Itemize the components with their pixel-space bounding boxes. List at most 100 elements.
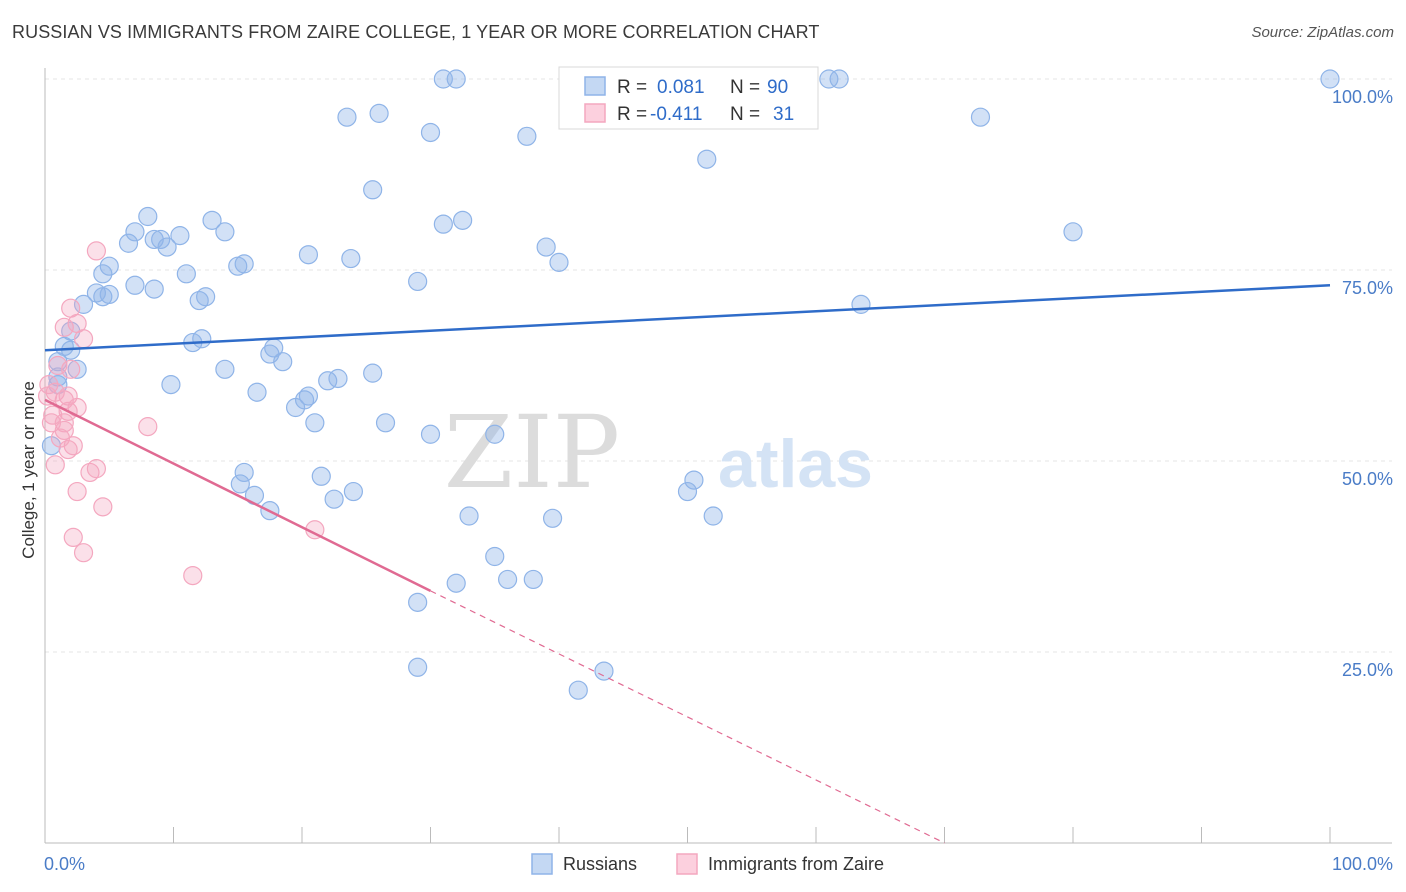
- bottom-legend-swatch-zaire: [676, 853, 698, 875]
- zaire-point-22: [86, 459, 107, 479]
- russians-point-58: [328, 368, 348, 389]
- russians-point-59: [247, 382, 267, 402]
- russians-point-19: [151, 229, 171, 250]
- russians-point-41: [73, 294, 94, 314]
- y-tick-labels: 100.0% 75.0% 50.0% 25.0%: [1332, 87, 1393, 680]
- russians-point-27: [536, 237, 556, 257]
- y-tick-label-2: 50.0%: [1342, 469, 1393, 489]
- bottom-legend-zaire: Immigrants from Zaire: [708, 854, 884, 874]
- y-tick-label-0: 100.0%: [1332, 87, 1393, 107]
- zaire-trend-line: [44, 398, 432, 593]
- russians-point-51: [273, 352, 293, 372]
- russians-point-13: [138, 206, 158, 227]
- russians-point-34: [408, 271, 428, 292]
- russians-point-69: [230, 474, 250, 494]
- zaire-point-15: [54, 413, 74, 433]
- russians-point-42: [99, 284, 119, 305]
- legend-r-label-0: R =: [617, 77, 647, 98]
- russians-point-84: [408, 592, 428, 612]
- bottom-legend-russians: Russians: [563, 854, 637, 874]
- zaire-point-24: [93, 497, 113, 517]
- watermark-zip: ZIP: [444, 394, 620, 511]
- russians-point-9: [420, 122, 441, 143]
- russians-point-3: [819, 69, 839, 89]
- russians-point-55: [363, 363, 383, 383]
- russians-point-10: [517, 126, 537, 146]
- zaire-point-0: [86, 241, 107, 261]
- zaire-point-19: [58, 439, 78, 460]
- russians-point-64: [375, 413, 396, 433]
- legend-n-label-1: N =: [730, 104, 760, 125]
- russians-point-87: [594, 661, 614, 681]
- russians-point-20: [170, 226, 190, 246]
- russians-point-68: [234, 462, 254, 483]
- bottom-legend-swatch-russians: [531, 853, 553, 875]
- russians-points: [41, 69, 1340, 700]
- zaire-trend-extension: [430, 590, 945, 844]
- legend-n-label-0: N =: [730, 77, 760, 98]
- russians-point-30: [234, 254, 254, 274]
- russians-point-14: [202, 210, 222, 230]
- russians-point-15: [433, 214, 453, 234]
- russians-point-32: [93, 264, 113, 284]
- legend-swatch-zaire: [584, 103, 606, 123]
- russians-point-17: [1063, 222, 1083, 242]
- russians-point-21: [215, 222, 235, 242]
- russians-point-52: [215, 359, 235, 379]
- zaire-point-16: [138, 417, 158, 437]
- russians-point-61: [298, 386, 319, 406]
- legend-r-label-1: R =: [617, 104, 647, 125]
- zaire-point-3: [54, 317, 74, 337]
- x-tick-labels: 0.0% 100.0%: [44, 854, 1393, 874]
- russians-point-11: [697, 149, 717, 169]
- russians-point-40: [196, 287, 216, 307]
- gridlines: [45, 78, 1392, 653]
- legend-swatch-russians: [584, 76, 606, 96]
- russians-point-56: [161, 375, 181, 395]
- russians-point-62: [285, 397, 306, 418]
- russians-point-1: [446, 69, 466, 89]
- zaire-point-6: [61, 359, 81, 379]
- russians-point-81: [498, 569, 518, 590]
- russians-point-16: [453, 210, 473, 230]
- x-tick-label-1: 100.0%: [1332, 854, 1393, 874]
- russians-point-36: [144, 279, 164, 299]
- russians-point-35: [125, 275, 145, 295]
- zaire-point-27: [183, 565, 203, 586]
- legend-n-value-0: 90: [767, 77, 788, 98]
- russians-point-18: [125, 222, 145, 242]
- russians-point-31: [99, 256, 119, 276]
- russians-point-8: [970, 107, 991, 127]
- chart-source: Source: ZipAtlas.com: [1251, 24, 1394, 41]
- stats-legend: R = 0.081 N = 90 R = -0.411 N = 31: [558, 66, 819, 130]
- russians-point-66: [485, 424, 505, 444]
- russians-point-74: [684, 470, 704, 490]
- trend-lines: [44, 284, 1331, 844]
- russians-point-28: [549, 252, 569, 272]
- russians-point-4: [829, 69, 849, 89]
- zaire-point-26: [73, 543, 94, 563]
- zaire-point-4: [73, 329, 94, 349]
- russians-point-82: [523, 569, 543, 590]
- russians-point-70: [311, 466, 331, 486]
- russians-point-5: [1320, 69, 1340, 89]
- x-tick-label-0: 0.0%: [44, 854, 85, 874]
- watermark-atlas: atlas: [718, 426, 873, 502]
- zaire-point-29: [37, 386, 58, 406]
- zaire-point-25: [63, 527, 83, 548]
- russians-point-24: [157, 237, 177, 257]
- russians-point-89: [67, 359, 87, 379]
- zaire-point-5: [48, 355, 68, 376]
- zaire-point-12: [43, 405, 63, 425]
- russians-point-78: [542, 508, 563, 528]
- russians-point-12: [363, 180, 383, 200]
- series-legend: Russians Immigrants from Zaire: [531, 853, 884, 875]
- zaire-point-20: [45, 455, 65, 475]
- legend-r-value-0: 0.081: [657, 77, 705, 98]
- russians-point-73: [343, 481, 363, 502]
- russians-point-75: [677, 481, 698, 502]
- russians-point-25: [298, 245, 319, 265]
- russians-point-63: [305, 413, 325, 433]
- russians-point-86: [568, 680, 588, 700]
- russians-point-79: [703, 506, 723, 526]
